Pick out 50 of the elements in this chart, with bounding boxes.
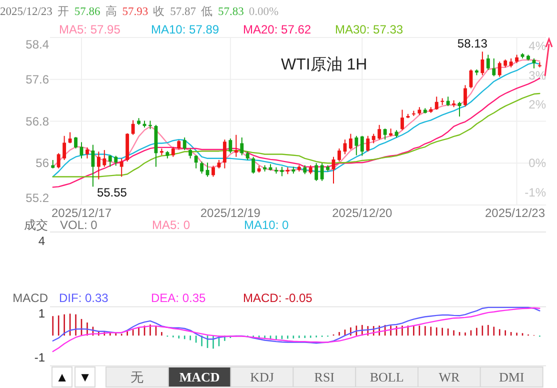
text: ▼ xyxy=(78,370,92,384)
y-tick-label: 56 xyxy=(36,156,50,170)
y2-tick-label: 0% xyxy=(528,156,546,170)
y-axis-title: MACD xyxy=(12,290,48,305)
annotation: 58.13 xyxy=(457,36,488,51)
text: MA20: 57.62 xyxy=(243,22,312,36)
y2-tick-label: -1% xyxy=(524,185,546,200)
x-tick-label: 2025/12/23 xyxy=(484,206,546,220)
text: 57.87 xyxy=(170,6,196,18)
text: BOLL xyxy=(370,370,404,384)
annotation: 55.55 xyxy=(96,186,128,200)
text: MA5: 57.95 xyxy=(59,22,121,36)
x-tick-label: 2025/12/20 xyxy=(332,206,392,220)
text: 低 xyxy=(201,5,214,18)
text: MACD xyxy=(179,370,220,384)
text: MA10: 0 xyxy=(244,218,290,232)
text: WTI原油 1H xyxy=(281,56,368,74)
text: VOL: 0 xyxy=(60,218,98,232)
text: MA5: 0 xyxy=(152,218,190,232)
text: ▲ xyxy=(56,370,68,384)
text: KDJ xyxy=(250,370,274,384)
series-label: DEA: 0.35 xyxy=(151,290,206,305)
text: 高 xyxy=(105,4,118,18)
text: WR xyxy=(438,370,460,384)
text: MACD: -0.05 xyxy=(243,290,313,305)
x-tick-label: 2025/12/17 xyxy=(51,206,112,220)
text: DMI xyxy=(498,370,524,384)
y2-tick-label: 4% xyxy=(528,38,546,53)
text: 4 xyxy=(38,234,46,248)
y-tick-label: 1 xyxy=(38,306,46,320)
text: 收 xyxy=(153,5,166,18)
text: 0.00% xyxy=(248,6,280,18)
text: 2025/12/23 xyxy=(0,6,53,18)
text: 57.83 xyxy=(218,6,244,18)
y-tick-label: 58.4 xyxy=(26,38,50,52)
y2-tick-label: 2% xyxy=(528,98,546,112)
text: 57.93 xyxy=(122,6,148,18)
text: 57.86 xyxy=(74,6,101,18)
text: 开 xyxy=(57,5,70,18)
y-tick-label: 56.8 xyxy=(26,114,50,128)
text: RSI xyxy=(314,370,335,384)
y-tick-label: -1 xyxy=(34,350,46,365)
y-tick-label: 55.2 xyxy=(26,191,50,205)
y-tick-label: 57.6 xyxy=(26,72,50,86)
text: MA30: 57.33 xyxy=(335,22,404,36)
text: MA10: 57.89 xyxy=(151,22,220,36)
x-tick-label: 2025/12/19 xyxy=(200,206,261,220)
text: 成交 xyxy=(24,218,48,232)
text: 无 xyxy=(130,370,144,384)
text: DIF: 0.33 xyxy=(59,290,109,305)
